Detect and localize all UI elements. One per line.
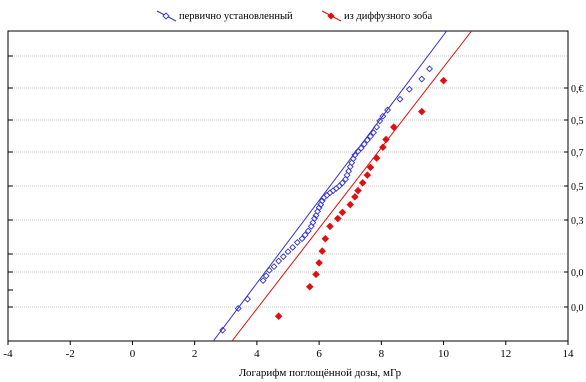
data-point [321, 234, 330, 243]
x-tick-label: 0 [130, 348, 136, 360]
right-tick-label: 0,€ [571, 84, 584, 95]
fit-line-series-1 [212, 31, 448, 341]
data-point [346, 200, 354, 209]
data-point [351, 151, 359, 159]
data-point [326, 222, 334, 231]
x-tick-label: 14 [563, 348, 575, 360]
data-point [306, 282, 314, 291]
data-point [234, 305, 242, 312]
data-point [366, 163, 375, 172]
legend: первично установленный из диффузного зоба [156, 10, 433, 22]
data-point [293, 238, 301, 246]
data-point [275, 257, 283, 265]
x-tick-label: 12 [500, 348, 511, 360]
x-tick-label: 4 [254, 348, 260, 360]
legend-marker-2 [327, 12, 335, 20]
x-tick-label: 6 [316, 348, 322, 360]
data-point [379, 112, 387, 120]
data-point [298, 235, 306, 243]
x-tick-label: 2 [192, 348, 198, 360]
data-point [338, 208, 347, 217]
data-point [259, 277, 267, 284]
data-point [390, 123, 398, 131]
data-point [396, 95, 404, 103]
right-tick-label: 0,5 [571, 116, 584, 127]
data-point [426, 65, 433, 73]
data-point [339, 179, 346, 187]
right-tick-label: 0,7 [571, 148, 584, 159]
data-point [384, 106, 391, 114]
x-tick-label: -4 [3, 348, 13, 360]
data-point [379, 143, 387, 152]
data-point [354, 186, 362, 195]
data-point [370, 129, 377, 137]
right-tick-label: 0,3 [571, 216, 584, 227]
data-point [360, 140, 368, 148]
data-point [345, 167, 353, 175]
data-point [373, 123, 381, 131]
data-point [439, 76, 448, 85]
data-point [363, 136, 371, 144]
plot-area: 0,€ 0,5 0,7 0,5 0,3 0,0 0,0 -4 -2 0 2 4 6 8 10 12 14 [3, 30, 584, 360]
x-axis-label: Логарифм поглощённой дозы, мГр [239, 367, 402, 379]
x-tick-label: 10 [438, 348, 450, 360]
data-point [312, 270, 320, 279]
data-point [244, 295, 251, 303]
legend-label-1: первично установленный [179, 11, 293, 22]
right-tick-label: 0,0 [571, 303, 584, 314]
plot-content [212, 31, 472, 341]
data-point [318, 247, 326, 255]
series-2 [231, 31, 472, 341]
data-point [418, 107, 426, 116]
data-point [284, 248, 292, 256]
data-point [219, 326, 227, 334]
data-point [334, 214, 342, 223]
data-point [262, 272, 270, 280]
right-tick-label: 0,0 [571, 268, 584, 279]
x-tick-label: -2 [66, 348, 75, 360]
data-point [357, 144, 365, 152]
data-point [270, 263, 278, 271]
data-point [382, 135, 390, 144]
data-point [405, 85, 413, 93]
data-point [304, 227, 312, 235]
right-tick-label: 0,5 [571, 182, 584, 193]
data-point [315, 259, 323, 267]
x-tick-label: 8 [379, 348, 385, 360]
legend-marker-1 [162, 12, 170, 20]
data-point [279, 253, 287, 261]
fit-line-series-2 [231, 31, 472, 341]
data-point [265, 266, 273, 274]
data-point [376, 117, 384, 125]
data-point [274, 312, 283, 320]
data-point [301, 231, 309, 239]
data-point [289, 243, 297, 251]
data-point [372, 154, 381, 162]
data-point [351, 193, 359, 201]
series-1 [212, 31, 448, 341]
data-point [358, 179, 367, 187]
data-point [418, 75, 426, 83]
data-point [363, 171, 372, 179]
legend-label-2: из диффузного зоба [344, 11, 433, 22]
data-point [367, 132, 374, 140]
